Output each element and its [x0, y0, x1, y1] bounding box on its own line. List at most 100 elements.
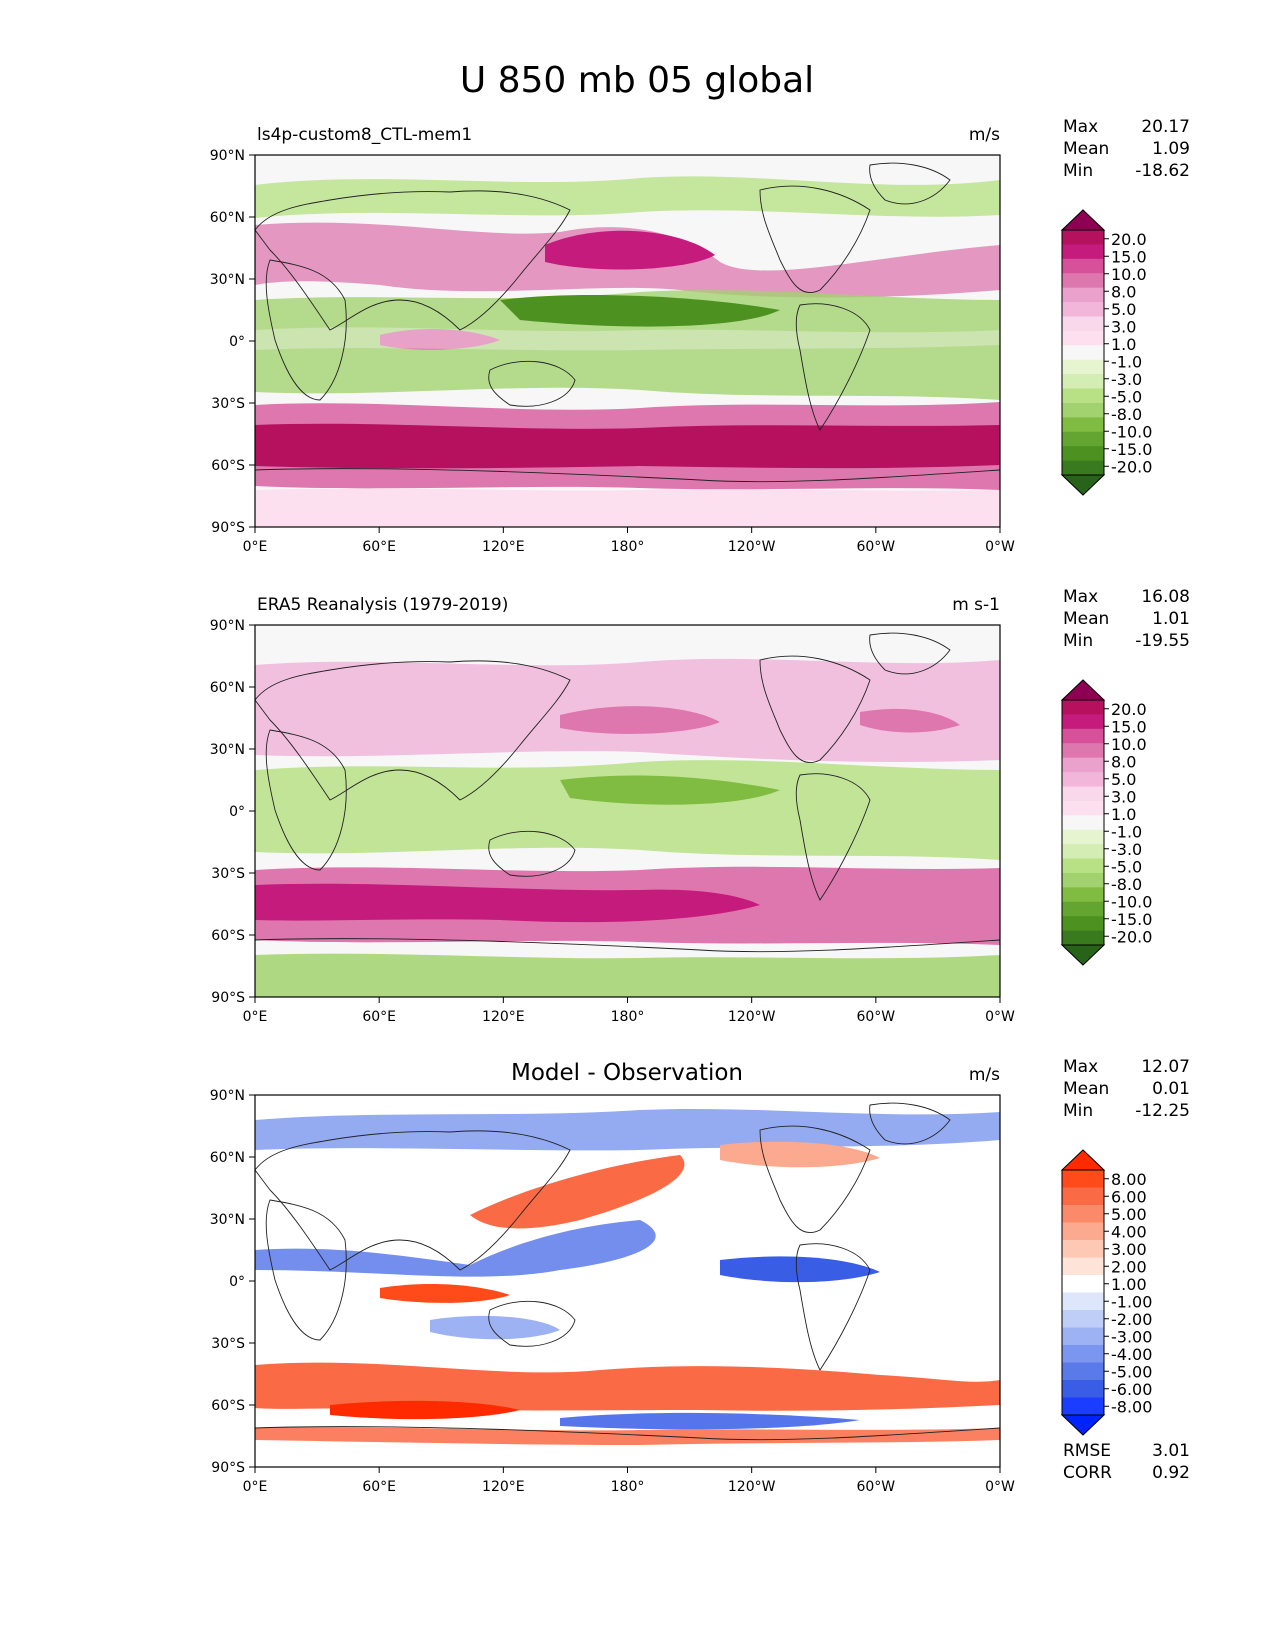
stat-label: Mean: [1063, 1079, 1109, 1099]
lon-tick-label: 0°E: [243, 1479, 268, 1495]
lon-tick-label: 0°E: [243, 1009, 268, 1025]
colorbar-swatch: [1062, 446, 1104, 462]
lon-tick-label: 180°: [611, 1479, 645, 1495]
colorbar-swatch: [1062, 1310, 1104, 1329]
colorbar-label: -4.00: [1111, 1345, 1152, 1364]
colorbar-swatch: [1062, 1170, 1104, 1189]
lat-axis-diff: 90°N 60°N 30°N 0° 30°S 60°S 90°S: [210, 1088, 255, 1476]
colorbar-label: -1.00: [1111, 1292, 1152, 1311]
lat-tick-label: 60°N: [210, 680, 245, 696]
panel-diff: Model - Observation m/s 90°N 60°N 30°N 0° 30…: [210, 1057, 1190, 1495]
lon-tick-label: 60°W: [856, 1009, 895, 1025]
colorbar-label: 5.00: [1111, 1205, 1147, 1224]
lat-tick-label: 90°N: [210, 1088, 245, 1104]
lat-tick-label: 90°N: [210, 148, 245, 164]
colorbar-label: 1.0: [1111, 335, 1136, 354]
stat-label: Min: [1063, 631, 1093, 651]
colorbar-swatch: [1062, 700, 1104, 716]
colorbar-swatch: [1062, 388, 1104, 404]
colorbar-label: -20.0: [1111, 927, 1152, 946]
colorbar-swatch: [1062, 757, 1104, 773]
colorbar-swatch: [1062, 273, 1104, 289]
lon-tick-label: 60°W: [856, 539, 895, 555]
bottom-stat-label: RMSE: [1063, 1441, 1111, 1461]
colorbar-swatch: [1062, 287, 1104, 303]
colorbar-label: 1.0: [1111, 805, 1136, 824]
colorbar-swatch: [1062, 800, 1104, 816]
lat-tick-label: 0°: [229, 334, 245, 350]
field-equatorial-white: [255, 327, 1000, 351]
field-antarctic: [255, 488, 1000, 527]
colorbar-extend-max: [1060, 1149, 1106, 1171]
panel-diff-center-title: Model - Observation: [511, 1060, 743, 1086]
colorbar-obs: 20.015.010.08.05.03.01.0-1.0-3.0-5.0-8.0…: [1060, 679, 1152, 966]
colorbar-swatch: [1062, 743, 1104, 759]
stat-label: Max: [1063, 587, 1098, 607]
colorbar-swatch: [1062, 316, 1104, 332]
stat-value: 20.17: [1141, 117, 1190, 137]
field-southern-red-band: [255, 1362, 1000, 1411]
colorbar-swatch: [1062, 1397, 1104, 1416]
field-east-pacific-blue: [720, 1256, 880, 1283]
lon-tick-label: 180°: [611, 539, 645, 555]
lat-tick-label: 60°S: [211, 928, 245, 944]
colorbar-swatch: [1062, 345, 1104, 361]
panel-obs: ERA5 Reanalysis (1979-2019) m s-1 90°N 60…: [210, 587, 1190, 1025]
stats-model: Max 20.17 Mean 1.09 Min -18.62: [1063, 117, 1190, 181]
colorbar-swatch: [1062, 460, 1104, 476]
colorbar-swatch: [1062, 417, 1104, 433]
field-indian-ocean-westerly: [380, 328, 500, 350]
colorbar-label: -1.0: [1111, 352, 1142, 371]
lat-tick-label: 0°: [229, 804, 245, 820]
stat-value: 0.01: [1152, 1079, 1190, 1099]
lat-tick-label: 30°N: [210, 272, 245, 288]
lon-tick-label: 60°E: [362, 1479, 396, 1495]
colorbar-label: 4.00: [1111, 1222, 1147, 1241]
field-tropical-blue: [255, 1220, 656, 1277]
colorbar-swatch: [1062, 930, 1104, 946]
colorbar-label: 5.0: [1111, 770, 1136, 789]
colorbar-label: 3.0: [1111, 787, 1136, 806]
colorbar-swatch: [1062, 815, 1104, 831]
lon-tick-label: 0°W: [985, 1479, 1015, 1495]
bottom-stats-diff: RMSE 3.01 CORR 0.92: [1063, 1441, 1190, 1483]
figure-title: U 850 mb 05 global: [460, 60, 814, 101]
bottom-stat-value: 0.92: [1152, 1463, 1190, 1483]
colorbar-label: -10.0: [1111, 422, 1152, 441]
colorbar-frame: [1061, 229, 1105, 476]
colorbar-label: 10.0: [1111, 265, 1147, 284]
stat-value: 1.09: [1152, 139, 1190, 159]
colorbar-label: 8.00: [1111, 1170, 1147, 1189]
field-antarctic-red: [255, 1427, 1000, 1445]
colorbar-label: -15.0: [1111, 910, 1152, 929]
lon-axis-diff: 0°E 60°E 120°E 180° 120°W 60°W 0°W: [243, 1467, 1015, 1495]
map-obs: [254, 624, 1001, 998]
colorbar-label: 15.0: [1111, 717, 1147, 736]
stat-label: Mean: [1063, 609, 1109, 629]
lon-tick-label: 120°W: [728, 1009, 776, 1025]
lat-tick-label: 60°N: [210, 1150, 245, 1166]
colorbar-swatch: [1062, 1222, 1104, 1241]
lat-tick-label: 90°S: [211, 990, 245, 1006]
colorbar-frame: [1061, 699, 1105, 946]
colorbar-label: -8.0: [1111, 875, 1142, 894]
field-north-pacific-jet-core: [560, 706, 720, 734]
colorbar-swatch: [1062, 374, 1104, 390]
lat-tick-label: 30°S: [211, 396, 245, 412]
coastlines: [254, 162, 1001, 483]
field-southern-blue-band: [560, 1412, 860, 1430]
stats-diff: Max 12.07 Mean 0.01 Min -12.25: [1063, 1057, 1190, 1121]
lat-tick-label: 30°N: [210, 742, 245, 758]
colorbar-label: -3.00: [1111, 1327, 1152, 1346]
lon-tick-label: 120°W: [728, 539, 776, 555]
colorbar-label: 20.0: [1111, 700, 1147, 719]
colorbar-diff: 8.006.005.004.003.002.001.00-1.00-2.00-3…: [1060, 1149, 1152, 1436]
lon-axis-obs: 0°E 60°E 120°E 180° 120°W 60°W 0°W: [243, 997, 1015, 1025]
colorbar-swatch: [1062, 431, 1104, 447]
colorbar-swatch: [1062, 1362, 1104, 1381]
colorbar-extend-min: [1060, 474, 1106, 496]
field-tropical-easterly-core: [560, 775, 780, 805]
colorbar-label: -5.0: [1111, 387, 1142, 406]
lon-tick-label: 120°E: [482, 539, 525, 555]
colorbar-label: -20.0: [1111, 457, 1152, 476]
